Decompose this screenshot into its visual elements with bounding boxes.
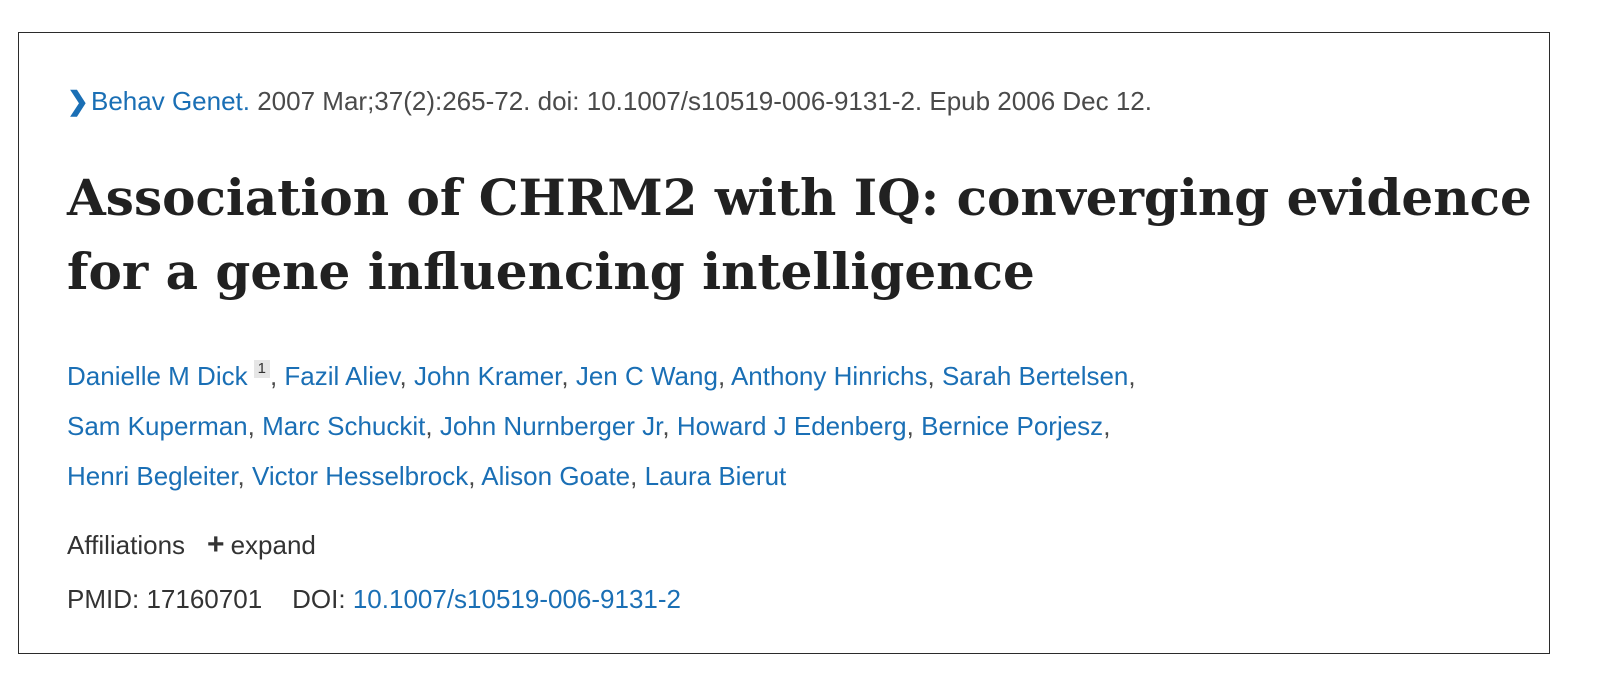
author-separator: , [561, 361, 576, 391]
author-separator: , [662, 411, 677, 441]
author-separator: , [1128, 361, 1136, 391]
author-separator: , [399, 361, 414, 391]
author-link[interactable]: Sarah Bertelsen [941, 361, 1129, 391]
chevron-right-icon[interactable]: ❯ [67, 86, 89, 116]
author-link[interactable]: Sam Kuperman [67, 411, 248, 441]
author-link[interactable]: John Kramer [413, 361, 562, 391]
author-link[interactable]: John Nurnberger Jr [439, 411, 663, 441]
plus-icon: + [207, 528, 225, 561]
author-separator: , [630, 461, 645, 491]
journal-link[interactable]: Behav Genet. [91, 86, 250, 116]
affiliations-row: Affiliations + expand [67, 527, 316, 563]
author-link[interactable]: Laura Bierut [644, 461, 787, 491]
author-separator: , [717, 361, 731, 391]
expand-label: expand [230, 530, 316, 560]
article-title: Association of CHRM2 with IQ: converging… [67, 168, 1532, 301]
pmid-value: 17160701 [146, 584, 263, 614]
author-link[interactable]: Danielle M Dick [67, 361, 248, 391]
doi-label: DOI: [292, 584, 346, 614]
author-separator: , [247, 411, 263, 441]
author-separator: , [425, 411, 440, 441]
author-separator: , [1103, 411, 1111, 441]
author-link[interactable]: Alison Goate [481, 461, 631, 491]
author-link[interactable]: Jen C Wang [575, 361, 718, 391]
author-link[interactable]: Marc Schuckit [262, 411, 426, 441]
pmid-label: PMID: [67, 584, 140, 614]
author-list: Danielle M Dick 1, Fazil Aliev, John Kram… [67, 351, 1467, 501]
citation-details: 2007 Mar;37(2):265-72. doi: 10.1007/s105… [250, 86, 1152, 116]
author-separator: , [906, 411, 922, 441]
author-link[interactable]: Howard J Edenberg [676, 411, 907, 441]
doi-link[interactable]: 10.1007/s10519-006-9131-2 [352, 584, 682, 614]
author-link[interactable]: Fazil Aliev [284, 361, 400, 391]
author-link[interactable]: Bernice Porjesz [921, 411, 1104, 441]
affiliations-label: Affiliations [67, 530, 186, 560]
author-separator: , [927, 361, 942, 391]
author-separator: , [468, 461, 482, 491]
identifiers-row: PMID: 17160701 DOI: 10.1007/s10519-006-91… [67, 581, 681, 617]
author-link[interactable]: Anthony Hinrichs [730, 361, 928, 391]
author-link[interactable]: Henri Begleiter [67, 461, 238, 491]
author-separator: , [237, 461, 252, 491]
article-header-card: ❯Behav Genet. 2007 Mar;37(2):265-72. doi… [18, 32, 1550, 654]
affiliation-superscript[interactable]: 1 [253, 360, 270, 378]
author-separator: , [269, 361, 285, 391]
author-link[interactable]: Victor Hesselbrock [252, 461, 469, 491]
citation-line: ❯Behav Genet. 2007 Mar;37(2):265-72. doi… [67, 83, 1152, 119]
affiliations-expand-button[interactable]: + expand [207, 528, 316, 561]
